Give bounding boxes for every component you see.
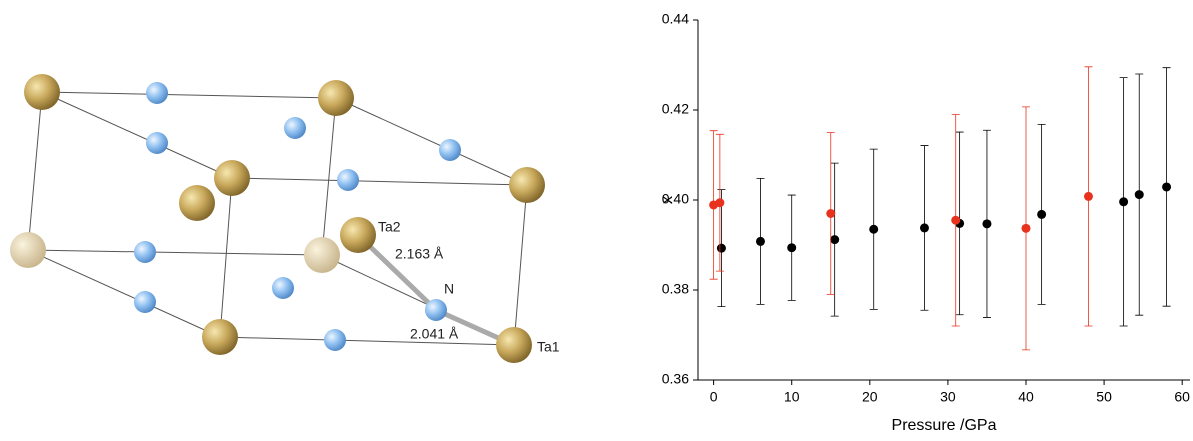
data-point bbox=[1135, 190, 1144, 199]
crystal-structure: Ta2 2.163 Å N 2.041 Å Ta1 bbox=[10, 74, 560, 363]
data-point bbox=[715, 198, 724, 207]
data-point bbox=[1162, 182, 1171, 191]
data-point bbox=[717, 244, 726, 253]
ta-atoms bbox=[10, 74, 545, 363]
bond-label: 2.041 Å bbox=[410, 326, 459, 342]
data-point bbox=[1119, 197, 1128, 206]
atom-label: Ta2 bbox=[378, 219, 401, 235]
x-axis-label: Pressure /GPa bbox=[892, 417, 997, 434]
data-point bbox=[1037, 210, 1046, 219]
y-tick-label: 0.44 bbox=[662, 11, 689, 27]
data-point bbox=[1022, 224, 1031, 233]
atom-label: Ta1 bbox=[537, 339, 560, 355]
cell-edges bbox=[28, 92, 527, 345]
x-tick-label: 40 bbox=[1018, 389, 1034, 405]
x-tick-label: 50 bbox=[1096, 389, 1112, 405]
data-point bbox=[951, 216, 960, 225]
x-tick-label: 20 bbox=[862, 389, 878, 405]
data-point bbox=[1084, 192, 1093, 201]
data-point bbox=[869, 225, 878, 234]
atom-label: N bbox=[444, 281, 454, 297]
y-axis-label: x bbox=[659, 196, 676, 204]
data-point bbox=[982, 219, 991, 228]
data-point bbox=[830, 235, 839, 244]
data-point bbox=[920, 223, 929, 232]
y-tick-label: 0.36 bbox=[662, 371, 689, 387]
data-point bbox=[826, 209, 835, 218]
n-atoms bbox=[134, 82, 461, 351]
figure: Ta2 2.163 Å N 2.041 Å Ta1 0.360.380.400.… bbox=[0, 0, 1193, 436]
x-tick-label: 60 bbox=[1174, 389, 1190, 405]
y-tick-label: 0.42 bbox=[662, 101, 689, 117]
data-point bbox=[756, 237, 765, 246]
y-tick-label: 0.38 bbox=[662, 281, 689, 297]
bond-label: 2.163 Å bbox=[395, 246, 444, 262]
x-tick-label: 10 bbox=[784, 389, 800, 405]
x-tick-label: 0 bbox=[710, 389, 718, 405]
x-tick-label: 30 bbox=[940, 389, 956, 405]
data-point bbox=[787, 243, 796, 252]
